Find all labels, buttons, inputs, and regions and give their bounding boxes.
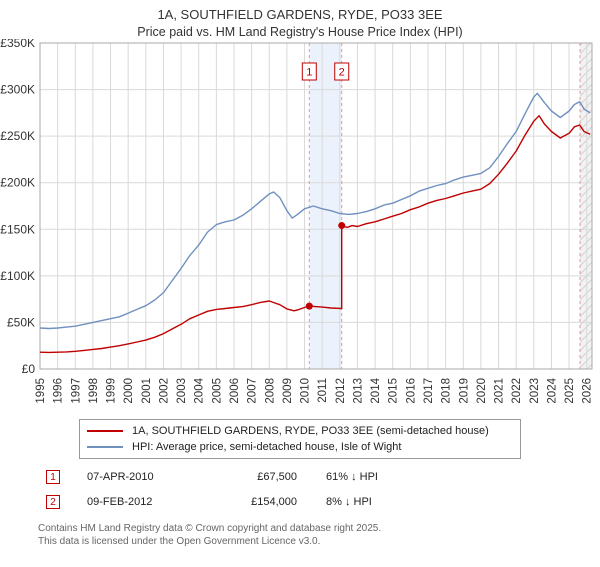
svg-text:2022: 2022 — [511, 378, 523, 404]
svg-text:1996: 1996 — [53, 378, 65, 404]
transaction-hpi-diff: 61% ↓ HPI — [326, 471, 378, 483]
svg-text:1998: 1998 — [88, 378, 100, 404]
svg-text:1995: 1995 — [35, 378, 47, 404]
transaction-hpi-diff: 8% ↓ HPI — [326, 496, 372, 508]
svg-text:2003: 2003 — [176, 378, 188, 404]
transaction-price: £154,000 — [251, 496, 297, 508]
svg-text:1997: 1997 — [70, 378, 82, 404]
svg-text:1: 1 — [306, 67, 312, 79]
svg-text:2017: 2017 — [423, 378, 435, 404]
svg-text:2023: 2023 — [529, 378, 541, 404]
svg-text:2001: 2001 — [141, 378, 153, 404]
svg-text:2002: 2002 — [158, 378, 170, 404]
svg-text:2020: 2020 — [476, 378, 488, 404]
svg-text:2026: 2026 — [582, 378, 594, 404]
svg-text:2004: 2004 — [194, 377, 206, 403]
svg-text:2: 2 — [339, 67, 345, 79]
footer-line-2: This data is licensed under the Open Gov… — [38, 536, 321, 547]
svg-text:£350K: £350K — [0, 39, 35, 50]
svg-text:2016: 2016 — [405, 378, 417, 404]
svg-text:£100K: £100K — [0, 269, 35, 283]
footer-attribution: Contains HM Land Registry data © Crown c… — [38, 522, 600, 548]
price-paid-line-sample — [87, 430, 123, 432]
chart-legend: 1A, SOUTHFIELD GARDENS, RYDE, PO33 3EE (… — [79, 419, 521, 459]
transaction-number-badge: 1 — [46, 470, 60, 484]
svg-text:2000: 2000 — [123, 378, 135, 404]
price-chart: £0 £50K £100K £150K £200K £250K £300K £350K 1995… — [0, 39, 594, 404]
transaction-price: £67,500 — [257, 471, 297, 483]
svg-text:2019: 2019 — [458, 378, 470, 404]
svg-text:2025: 2025 — [564, 378, 576, 404]
legend-item: HPI: Average price, semi-detached house,… — [87, 439, 513, 455]
legend-item: 1A, SOUTHFIELD GARDENS, RYDE, PO33 3EE (… — [87, 423, 513, 439]
svg-text:2008: 2008 — [264, 378, 276, 404]
svg-text:2012: 2012 — [335, 378, 347, 404]
svg-text:1999: 1999 — [106, 378, 118, 404]
svg-text:2006: 2006 — [229, 378, 241, 404]
svg-text:2010: 2010 — [300, 378, 312, 404]
svg-text:£200K: £200K — [0, 176, 35, 190]
footer-line-1: Contains HM Land Registry data © Crown c… — [38, 523, 382, 534]
svg-text:£50K: £50K — [7, 315, 35, 329]
svg-text:2018: 2018 — [441, 378, 453, 404]
transaction-row: 2 09-FEB-2012 £154,000 8% ↓ HPI — [46, 495, 600, 509]
svg-text:£150K: £150K — [0, 222, 35, 236]
chart-title: 1A, SOUTHFIELD GARDENS, RYDE, PO33 3EE — [157, 7, 443, 22]
svg-text:£300K: £300K — [0, 83, 35, 97]
transaction-date: 09-FEB-2012 — [87, 496, 153, 508]
svg-text:2009: 2009 — [282, 378, 294, 404]
svg-text:2021: 2021 — [494, 378, 506, 404]
svg-text:£250K: £250K — [0, 129, 35, 143]
transaction-number-badge: 2 — [46, 495, 60, 509]
svg-text:2005: 2005 — [211, 378, 223, 404]
svg-text:2015: 2015 — [388, 378, 400, 404]
legend-item-label: 1A, SOUTHFIELD GARDENS, RYDE, PO33 3EE (… — [132, 425, 489, 437]
svg-text:2024: 2024 — [546, 377, 558, 403]
transaction-date: 07-APR-2010 — [87, 471, 154, 483]
hpi-line-sample — [87, 446, 123, 448]
svg-text:2011: 2011 — [317, 378, 329, 403]
svg-text:2007: 2007 — [247, 378, 259, 404]
svg-text:2014: 2014 — [370, 377, 382, 403]
svg-text:£0: £0 — [22, 362, 36, 376]
svg-text:2013: 2013 — [352, 378, 364, 404]
legend-item-label: HPI: Average price, semi-detached house,… — [132, 441, 402, 453]
transaction-row: 1 07-APR-2010 £67,500 61% ↓ HPI — [46, 470, 600, 484]
chart-subtitle: Price paid vs. HM Land Registry's House … — [137, 25, 463, 39]
